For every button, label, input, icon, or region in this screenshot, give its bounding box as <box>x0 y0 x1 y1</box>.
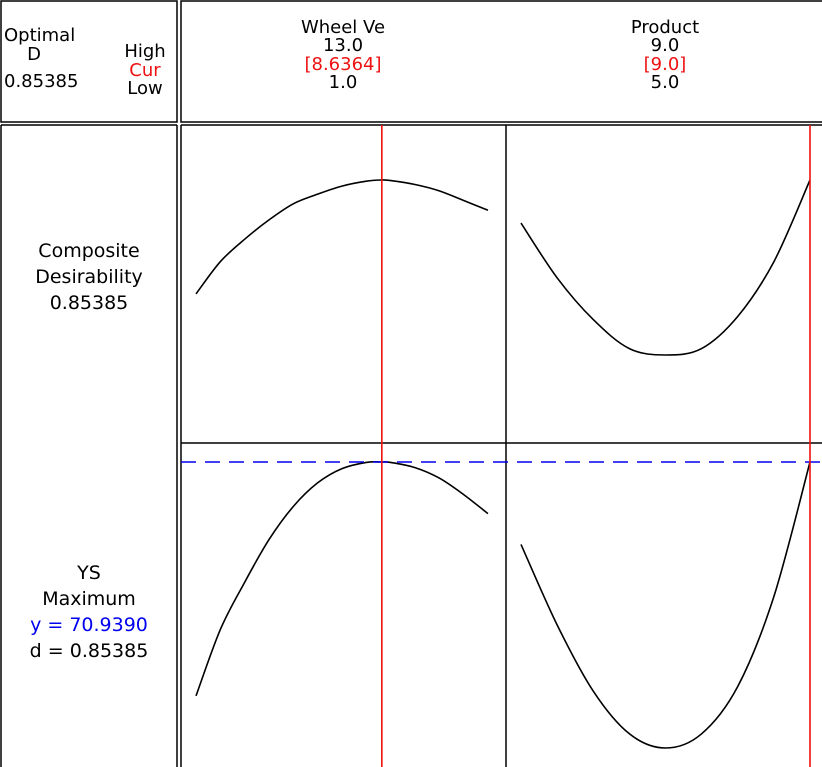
composite-line-1: Composite <box>38 240 140 262</box>
ys-response-label: YS Maximum y = 70.9390 d = 0.85385 <box>4 560 174 664</box>
optimal-box-frame <box>0 0 178 123</box>
composite-value: 0.85385 <box>49 292 129 314</box>
factor-2-current: [9.0] <box>643 54 687 75</box>
optimal-label: Optimal <box>4 25 76 46</box>
factor-2-high: 9.0 <box>650 35 680 56</box>
composite-desirability-label: Composite Desirability 0.85385 <box>4 238 174 316</box>
high-label: High <box>124 41 166 62</box>
d-value: 0.85385 <box>4 71 79 92</box>
ys-desirability: d = 0.85385 <box>29 640 149 662</box>
low-label: Low <box>127 78 163 99</box>
cur-label: Cur <box>129 60 161 81</box>
ys-goal: Maximum <box>42 588 136 610</box>
d-label: D <box>27 44 41 65</box>
factor-2-low: 5.0 <box>650 72 680 93</box>
response-curve-4 <box>520 461 811 749</box>
factor-1-current: [8.6364] <box>304 54 382 75</box>
response-curve-1 <box>195 179 489 295</box>
response-curve-3 <box>195 460 489 697</box>
factor-2-name: Product <box>630 17 700 38</box>
factor-1-high: 13.0 <box>322 35 364 56</box>
factor-header-frame <box>180 0 822 123</box>
factor-1-name: Wheel Ve <box>300 17 386 38</box>
factor-1-low: 1.0 <box>328 72 358 93</box>
composite-line-2: Desirability <box>35 266 143 288</box>
ys-name: YS <box>77 562 101 584</box>
response-curve-2 <box>520 179 811 356</box>
ys-predicted-y: y = 70.9390 <box>30 614 148 636</box>
